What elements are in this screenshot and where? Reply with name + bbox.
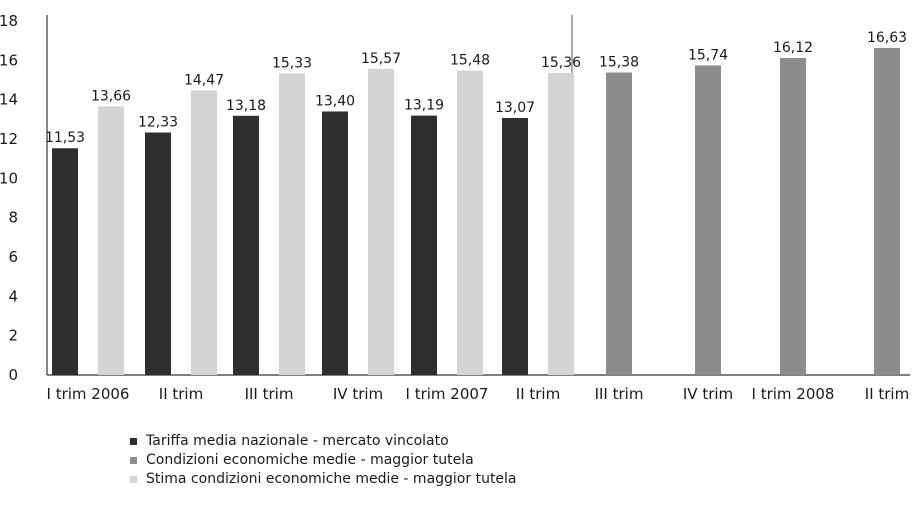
y-tick-label: 4 (8, 287, 18, 305)
y-tick-label: 2 (8, 327, 18, 345)
x-tick-label: IV trim (683, 385, 733, 403)
data-label: 11,53 (45, 130, 85, 146)
bar (606, 72, 632, 375)
y-tick-label: 14 (0, 91, 18, 109)
bar (874, 47, 900, 376)
data-label: 14,47 (184, 72, 224, 88)
data-label: 15,57 (361, 51, 401, 67)
data-label: 13,66 (91, 88, 131, 104)
x-tick-label: II trim (516, 385, 560, 403)
data-label: 13,19 (404, 98, 444, 114)
x-tick-label: III trim (245, 385, 294, 403)
data-label: 12,33 (138, 115, 178, 131)
legend-swatch (130, 457, 137, 464)
bar (191, 90, 217, 375)
bar (411, 115, 437, 375)
bar (98, 106, 124, 375)
bar (322, 111, 348, 375)
data-label: 13,07 (495, 100, 535, 116)
legend-entry: Condizioni economiche medie - maggior tu… (146, 452, 474, 468)
bar (233, 115, 259, 375)
bars (52, 47, 900, 376)
bar (695, 65, 721, 376)
data-label: 15,33 (272, 56, 312, 72)
bar (145, 132, 171, 375)
bar (52, 148, 78, 375)
data-label: 16,12 (773, 40, 813, 56)
data-label: 13,18 (226, 98, 266, 114)
bar (502, 117, 528, 375)
x-tick-label: IV trim (333, 385, 383, 403)
y-tick-label: 18 (0, 12, 18, 30)
data-label: 15,74 (688, 47, 728, 63)
legend-swatch (130, 476, 137, 483)
y-tick-label: 12 (0, 130, 18, 148)
x-tick-label: III trim (595, 385, 644, 403)
y-tick-label: 16 (0, 51, 18, 69)
legend-swatch (130, 438, 137, 445)
bar (548, 72, 574, 376)
x-tick-label: I trim 2007 (406, 385, 489, 403)
x-tick-label: II trim (865, 385, 909, 403)
y-tick-label: 0 (8, 366, 18, 384)
bar (457, 70, 483, 375)
y-tick-label: 6 (8, 248, 18, 266)
legend-entry: Tariffa media nazionale - mercato vincol… (145, 433, 449, 449)
data-label: 15,36 (541, 55, 581, 71)
data-label: 16,63 (867, 30, 907, 46)
bar (279, 73, 305, 375)
y-tick-label: 10 (0, 169, 18, 187)
data-label: 15,48 (450, 53, 490, 69)
data-labels: 11,53 12,33 13,18 13,40 13,19 13,07 15,38 15,74… (45, 30, 907, 146)
legend-entry: Stima condizioni economiche medie - magg… (146, 471, 517, 487)
legend: Tariffa media nazionale - mercato vincol… (130, 433, 517, 487)
x-tick-label: I trim 2006 (47, 385, 130, 403)
bar (368, 68, 394, 375)
bar (780, 57, 806, 376)
data-label: 13,40 (315, 93, 355, 109)
x-tick-label: II trim (159, 385, 203, 403)
y-tick-label: 8 (8, 209, 18, 227)
axes: 0 2 4 6 8 10 12 14 16 18 I trim 2006 II trim III tri… (0, 12, 910, 403)
data-label: 15,38 (599, 55, 639, 71)
x-tick-label: I trim 2008 (752, 385, 835, 403)
